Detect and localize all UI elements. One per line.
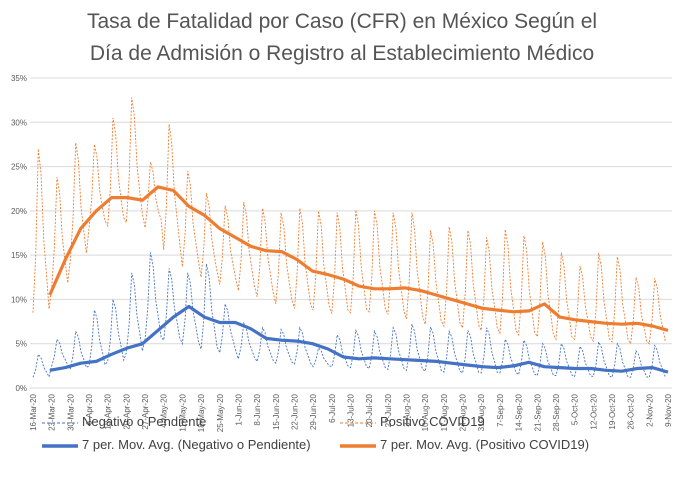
x-tick-label: 6-Jul-20 xyxy=(328,393,337,422)
x-tick-label: 13-Jul-20 xyxy=(347,393,356,427)
x-tick-label: 2-Nov-20 xyxy=(645,393,654,426)
series-line-negativo-avg xyxy=(49,304,669,374)
x-tick-label: 22-Jun-20 xyxy=(290,393,299,430)
legend-label-negativo-avg: 7 per. Mov. Avg. (Negativo o Pendiente) xyxy=(82,437,311,452)
x-tick-label: 3-Aug-20 xyxy=(403,393,412,426)
x-tick-label: 31-Aug-20 xyxy=(477,393,486,431)
x-tick-label: 19-Oct-20 xyxy=(608,393,617,429)
x-tick-label: 30-Mar-20 xyxy=(66,393,75,430)
x-tick-label: 13-Apr-20 xyxy=(104,393,113,429)
x-tick-label: 14-Sep-20 xyxy=(515,393,524,431)
chart-title: Tasa de Fatalidad por Caso (CFR) en Méxi… xyxy=(0,6,684,70)
series-line-negativo xyxy=(32,252,666,379)
legend-label-positivo-avg: 7 per. Mov. Avg. (Positivo COVID19) xyxy=(380,437,590,452)
legend-key-negativo-avg xyxy=(42,444,78,448)
x-tick-label: 20-Apr-20 xyxy=(122,393,131,429)
legend-key-positivo xyxy=(340,422,376,424)
y-tick-label: 20% xyxy=(11,207,27,216)
y-tick-label: 35% xyxy=(11,74,27,83)
chart-title-line-2: Día de Admisión o Registro al Establecim… xyxy=(89,42,595,65)
series-line-positivo xyxy=(32,97,666,346)
x-tick-label: 1-Jun-20 xyxy=(234,393,243,425)
chart-title-line-1: Tasa de Fatalidad por Caso (CFR) en Méxi… xyxy=(86,10,598,33)
x-tick-label: 28-Sep-20 xyxy=(552,393,561,431)
x-tick-label: 27-Apr-20 xyxy=(141,393,150,429)
y-tick-label: 10% xyxy=(11,295,27,304)
x-tick-label: 17-Aug-20 xyxy=(440,393,449,431)
x-tick-label: 5-Oct-20 xyxy=(571,393,580,425)
x-tick-label: 23-Mar-20 xyxy=(48,393,57,430)
x-tick-label: 8-Jun-20 xyxy=(253,393,262,425)
x-tick-label: 9-Nov-20 xyxy=(664,393,673,426)
y-tick-label: 0% xyxy=(15,384,27,393)
x-tick-label: 10-Aug-20 xyxy=(421,393,430,431)
legend-label-negativo: Negativo o Pendiente xyxy=(82,414,207,429)
x-tick-label: 11-May-20 xyxy=(178,393,187,431)
x-tick-label: 7-Sep-20 xyxy=(496,393,505,426)
y-tick-label: 30% xyxy=(11,118,27,127)
x-tick-label: 21-Sep-20 xyxy=(533,393,542,431)
x-tick-label: 12-Oct-20 xyxy=(589,393,598,429)
legend-key-negativo xyxy=(42,422,78,424)
y-tick-label: 25% xyxy=(11,163,27,172)
x-tick-label: 24-Aug-20 xyxy=(459,393,468,431)
x-tick-label: 25-May-20 xyxy=(216,393,225,432)
y-tick-label: 15% xyxy=(11,251,27,260)
x-tick-label: 26-Oct-20 xyxy=(627,393,636,429)
x-tick-label: 29-Jun-20 xyxy=(309,393,318,430)
series-line-positivo-avg xyxy=(48,185,669,332)
x-tick-label: 27-Jul-20 xyxy=(384,393,393,427)
x-tick-label: 18-May-20 xyxy=(197,393,206,432)
x-tick-label: 4-May-20 xyxy=(160,393,169,427)
x-tick-label: 16-Mar-20 xyxy=(29,393,38,430)
legend-label-positivo: Positivo COVID19 xyxy=(380,414,485,429)
x-tick-label: 6-Apr-20 xyxy=(85,393,94,425)
y-tick-label: 5% xyxy=(15,340,27,349)
legend-key-positivo-avg xyxy=(340,444,376,448)
x-tick-label: 20-Jul-20 xyxy=(365,393,374,427)
x-tick-label: 15-Jun-20 xyxy=(272,393,281,430)
